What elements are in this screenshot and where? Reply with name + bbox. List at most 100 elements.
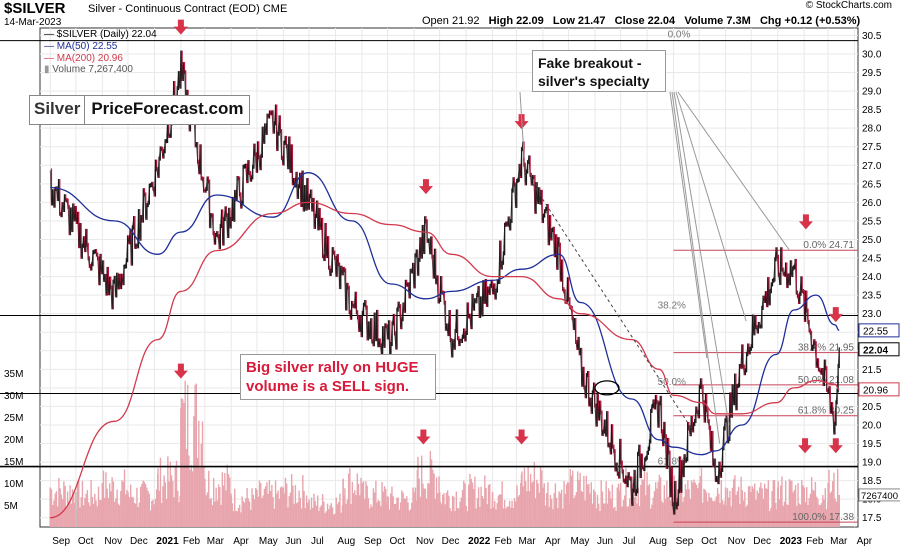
volume-bar [515,501,517,527]
volume-bar [662,502,664,527]
volume-bar [263,488,266,527]
volume-tick-label-6: 5M [4,501,18,512]
volume-bar [783,501,786,527]
volume-bar [616,487,618,527]
volume-bar [547,482,549,527]
volume-bar [376,502,378,527]
volume-bar [666,480,668,527]
volume-bar [534,498,537,527]
volume-bar [74,502,76,527]
volume-bar [612,508,615,527]
volume-bar-key [838,494,841,527]
volume-bar [647,485,649,527]
x-tick-label-13: Oct [390,536,406,547]
volume-bar [758,487,761,527]
volume-bar [507,506,510,527]
volume-bar [659,477,662,527]
volume-bar [465,505,467,527]
volume-bar [346,499,349,527]
volume-bar [798,503,800,527]
volume-bar-key [438,491,441,527]
volume-bar [637,487,640,527]
volume-bar [372,488,375,527]
volume-bar [328,509,330,527]
volume-bar [236,511,238,527]
volume-bar [574,495,576,527]
volume-bar [82,505,85,527]
volume-bar [91,497,94,527]
volume-bar [563,481,565,527]
rally-line-1: Big silver rally on HUGE [246,359,419,376]
volume-bar [168,481,170,527]
volume-bar [752,488,755,527]
volume-bar [751,486,753,527]
price-arrow-3 [798,214,813,230]
volume-bar [543,483,545,527]
volume-bar [241,496,243,527]
volume-bar [221,472,224,527]
volume-bar [485,487,487,527]
volume-bar-key [827,483,829,527]
fake-breakout-line-1: Fake breakout - [538,55,642,71]
volume-bar [205,495,207,527]
volume-bar [636,503,638,527]
volume-bar [388,509,391,527]
rally-callout: Big silver rally on HUGE volume is a SEL… [240,354,436,400]
volume-bar [173,497,175,527]
volume-bar [782,505,784,527]
volume-bar [522,486,524,527]
volume-bar [154,498,157,527]
volume-bar [433,473,435,527]
volume-bar [679,474,682,527]
volume-bar [52,505,54,527]
volume-bar [628,498,631,527]
volume-bar [771,491,773,527]
volume-bar [152,499,154,527]
y-tick-label-24: 18.5 [862,476,882,487]
x-tick-label-29: Feb [806,536,824,547]
volume-bar [815,496,818,527]
volume-bar [164,482,167,527]
volume-bar [503,500,506,527]
volume-bar [784,480,787,527]
volume-bar [123,469,126,527]
volume-bar [490,508,492,527]
volume-bar [94,493,96,527]
volume-bar [428,483,430,527]
volume-bar [596,494,599,527]
support-ellipse [594,380,620,396]
volume-bar [697,488,699,527]
volume-bar [523,468,526,527]
volume-bar [153,504,155,527]
badge-ma50-text: 22.55 [863,326,888,337]
fib-left-label-1: 38.2% [658,300,686,311]
volume-bar [377,500,380,527]
volume-arrow-3 [798,438,813,454]
volume-bar [559,493,562,527]
volume-bar [599,511,601,527]
volume-bar [66,491,69,527]
volume-bar [760,482,762,527]
fib-label-3: 61.8% 20.25 [798,406,855,417]
volume-bar [737,486,740,527]
callout-pointer-4 [677,91,791,251]
volume-bar [305,495,308,527]
fib-label-1: 38.2% 21.95 [798,343,855,354]
volume-bar [836,468,839,527]
volume-bar [402,492,404,527]
volume-bar [71,489,74,527]
volume-bar [565,484,568,527]
volume-bar [413,492,415,527]
x-tick-label-3: Dec [130,536,148,547]
volume-bar [689,498,692,527]
volume-bar [281,486,283,527]
volume-bar [812,489,814,527]
volume-bar [434,498,436,527]
volume-bar [829,493,831,527]
volume-bar [575,491,578,527]
volume-tick-label-1: 30M [4,391,23,402]
copyright-text[interactable]: © StockCharts.com [805,0,892,11]
volume-bar [741,490,744,527]
volume-bar [50,489,53,527]
volume-bar [664,498,667,527]
